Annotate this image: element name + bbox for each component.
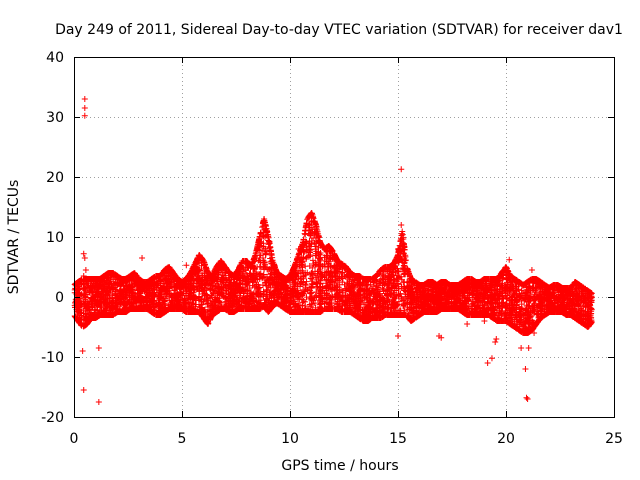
- data-points: [71, 96, 595, 405]
- data-point: [75, 290, 82, 297]
- data-point: [84, 291, 91, 298]
- data-point: [78, 291, 85, 298]
- data-point: [84, 320, 91, 327]
- gridlines: [74, 57, 614, 417]
- data-point: [94, 286, 101, 293]
- data-point: [84, 307, 91, 314]
- data-point: [93, 300, 100, 307]
- chart-title: Day 249 of 2011, Sidereal Day-to-day VTE…: [55, 22, 623, 38]
